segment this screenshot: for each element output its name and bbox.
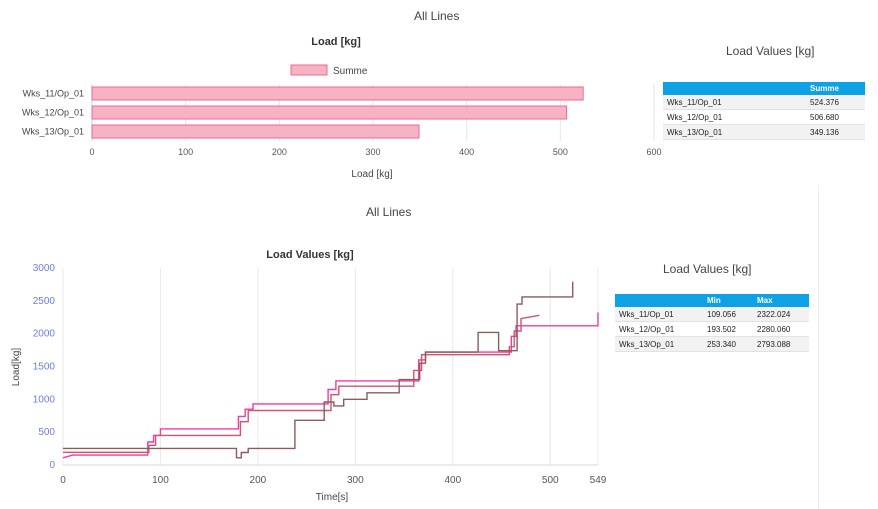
table-cell: 2793.088 [753, 336, 809, 352]
line-y-tick-label: 1000 [33, 394, 56, 405]
bottom-table-header-max: Max [753, 294, 809, 307]
line-x-tick-label: 500 [542, 475, 559, 486]
table-cell: Wks_12/Op_01 [615, 321, 703, 337]
line-y-tick-label: 2500 [33, 296, 56, 307]
table-cell: Wks_11/Op_01 [615, 307, 703, 322]
bar [91, 86, 584, 101]
table-cell: 253.340 [703, 336, 753, 352]
line-y-tick-label: 3000 [33, 263, 56, 274]
series-line [63, 281, 574, 459]
table-cell: Wks_12/Op_01 [663, 109, 806, 125]
table-cell: 2322.024 [753, 307, 809, 322]
top-table-title: Load Values [kg] [726, 44, 815, 58]
line-x-tick-label: 200 [250, 475, 267, 486]
top-table-header-name [663, 82, 806, 95]
bottom-table-title: Load Values [kg] [663, 262, 752, 276]
section-divider [818, 185, 819, 509]
bottom-section-title: All Lines [366, 205, 412, 219]
line-x-tick-label: 549 [590, 475, 607, 486]
table-cell: 2280.060 [753, 321, 809, 337]
legend-swatch [290, 64, 328, 76]
bottom-table-header-min: Min [703, 294, 753, 307]
line-y-tick-label: 0 [49, 460, 55, 471]
bar-category-label: Wks_12/Op_01 [22, 108, 84, 118]
top-values-table: Summe Wks_11/Op_01 524.376 Wks_12/Op_01 … [663, 82, 865, 140]
bottom-values-table: Min Max Wks_11/Op_01 109.056 2322.024 Wk… [615, 294, 809, 352]
table-row: Wks_13/Op_01 349.136 [663, 124, 865, 140]
bar-x-tick-label: 400 [459, 147, 474, 157]
table-row: Wks_12/Op_01 506.680 [663, 109, 865, 125]
legend-label: Summe [333, 66, 368, 77]
line-y-tick-label: 2000 [33, 329, 56, 340]
bar-category-label: Wks_13/Op_01 [22, 127, 84, 137]
table-cell: 193.502 [703, 321, 753, 337]
table-row: Wks_13/Op_01 253.340 2793.088 [615, 336, 809, 352]
line-x-tick-label: 300 [347, 475, 364, 486]
bar-x-axis-label: Load [kg] [351, 169, 392, 180]
bar-x-tick-label: 600 [646, 147, 661, 157]
bar-chart-title: Load [kg] [311, 36, 361, 48]
bar [91, 124, 420, 139]
bar-x-tick-label: 500 [553, 147, 568, 157]
table-cell: 524.376 [806, 95, 865, 110]
series-line [63, 314, 540, 453]
line-y-tick-label: 1500 [33, 362, 56, 373]
line-x-tick-label: 400 [444, 475, 461, 486]
bar-x-tick-label: 100 [178, 147, 193, 157]
table-row: Wks_11/Op_01 524.376 [663, 95, 865, 110]
line-x-tick-label: 0 [60, 475, 66, 486]
table-cell: 506.680 [806, 109, 865, 125]
line-x-axis-label: Time[s] [316, 492, 349, 503]
top-section-title: All Lines [414, 9, 460, 23]
table-row: Wks_11/Op_01 109.056 2322.024 [615, 307, 809, 322]
bottom-table-header-name [615, 294, 703, 307]
table-cell: Wks_11/Op_01 [663, 95, 806, 110]
top-table-header-summe: Summe [806, 82, 865, 95]
table-row: Wks_12/Op_01 193.502 2280.060 [615, 321, 809, 337]
table-cell: 349.136 [806, 124, 865, 140]
bar-x-tick-label: 300 [365, 147, 380, 157]
bar [91, 105, 568, 120]
series-line [62, 312, 599, 459]
line-y-axis-label: Load[kg] [11, 348, 22, 387]
table-cell: Wks_13/Op_01 [615, 336, 703, 352]
table-cell: 109.056 [703, 307, 753, 322]
bar-category-label: Wks_11/Op_01 [23, 89, 84, 99]
line-chart-title: Load Values [kg] [266, 249, 354, 261]
line-y-tick-label: 500 [38, 427, 55, 438]
table-cell: Wks_13/Op_01 [663, 124, 806, 140]
bar-x-tick-label: 200 [272, 147, 287, 157]
bar-x-tick-label: 0 [89, 147, 94, 157]
line-x-tick-label: 100 [152, 475, 169, 486]
